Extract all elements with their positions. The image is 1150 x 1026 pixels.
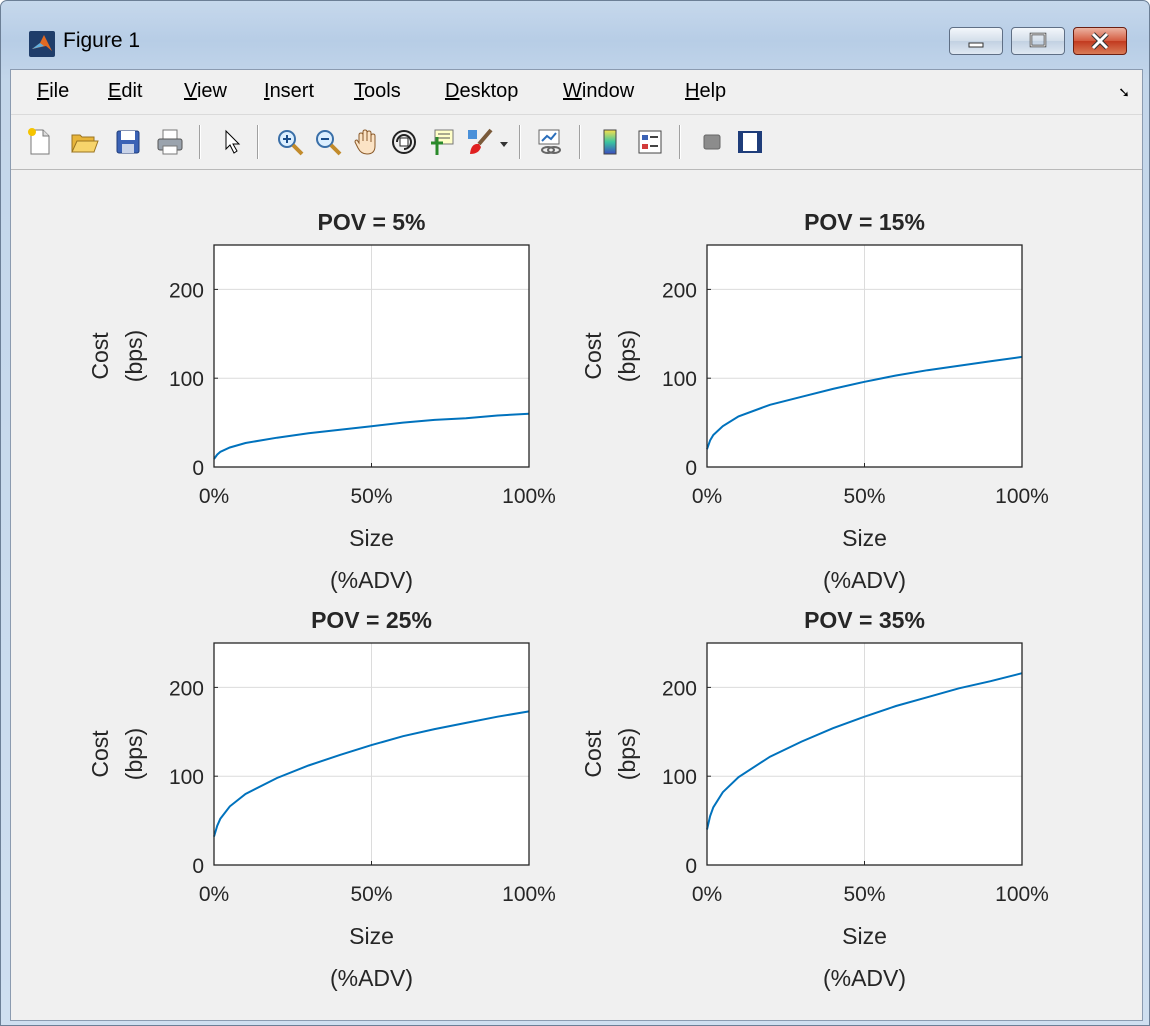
subplot-4-title: POV = 35% [804,607,925,633]
menu-bar: File Edit View Insert Tools Desktop Wind… [11,70,1142,114]
new-figure-icon[interactable] [25,127,55,157]
dock-arrow-icon[interactable]: ➘ [1118,84,1130,100]
subplot-2-x-axis-label-units: (%ADV) [823,567,906,593]
subplot-1-x-tick-label: 50% [350,485,392,508]
subplot-1-x-axis-label: Size [349,525,394,551]
maximize-button[interactable] [1011,27,1065,55]
subplot-1-y-axis-label-units: (bps) [121,330,147,382]
subplot-2-x-tick-label: 0% [692,485,722,508]
subplot-1-y-tick-label: 0 [192,457,204,480]
toolbar-separator [199,125,201,159]
toolbar-separator [519,125,521,159]
subplot-1-x-tick-label: 0% [199,485,229,508]
window-title: Figure 1 [63,29,141,52]
subplot-1-series-line-1 [213,412,530,460]
figure-toolbar [11,114,1142,170]
close-button[interactable] [1073,27,1127,55]
subplot-1-y-tick-label: 100 [169,368,204,391]
subplot-2-x-tick-label: 50% [843,485,885,508]
subplot-3-x-tick-label: 50% [350,883,392,906]
subplot-4-x-tick-label: 0% [692,883,722,906]
data-cursor-icon[interactable] [427,127,457,157]
title-bar[interactable]: Figure 1 [1,1,1149,69]
figure-client-area: File Edit View Insert Tools Desktop Wind… [10,69,1143,1021]
subplot-1-y-axis-label: Cost [87,332,113,380]
pan-hand-icon[interactable] [351,127,381,157]
subplot-4-y-tick-label: 200 [662,677,697,700]
subplot-4-y-axis-label: Cost [580,730,606,778]
toolbar-separator [579,125,581,159]
toolbar-separator [679,125,681,159]
hide-plot-tools-icon[interactable] [697,127,727,157]
save-icon[interactable] [113,127,143,157]
link-plot-icon[interactable] [535,127,565,157]
subplot-1-y-tick-label: 200 [169,279,204,302]
subplot-2-x-tick-label: 100% [995,485,1049,508]
menu-file[interactable]: File [37,80,70,102]
subplot-3-x-axis-label-units: (%ADV) [330,965,413,991]
subplot-3-y-tick-label: 0 [192,855,204,878]
menu-view[interactable]: View [184,80,227,102]
subplot-1-x-axis-label-units: (%ADV) [330,567,413,593]
subplot-4-y-tick-label: 100 [662,766,697,789]
subplot-2-y-axis-label-units: (bps) [614,330,640,382]
menu-edit[interactable]: Edit [108,80,143,102]
subplot-3-y-tick-label: 100 [169,766,204,789]
subplot-4-series-line-1 [706,672,1023,830]
minimize-button[interactable] [949,27,1003,55]
zoom-out-icon[interactable] [313,127,343,157]
subplot-2-title: POV = 15% [804,209,925,235]
subplot-2-x-axis-label: Size [842,525,887,551]
subplot-4-y-tick-label: 0 [685,855,697,878]
subplot-2-y-tick-label: 200 [662,279,697,302]
show-plot-tools-icon[interactable] [735,127,765,157]
insert-legend-icon[interactable] [635,127,665,157]
subplot-2-series-line-1 [706,355,1023,450]
open-file-icon[interactable] [69,127,99,157]
subplot-4-x-tick-label: 50% [843,883,885,906]
menu-window[interactable]: Window [563,80,635,102]
figure-canvas[interactable]: 0% 50% 100% 0 100 200 POV = 5% Size (%ADV) Cost (b… [11,170,1142,1020]
close-icon [1091,32,1109,50]
menu-insert[interactable]: Insert [264,80,315,102]
edit-plot-pointer-icon[interactable] [217,127,247,157]
subplot-1-title: POV = 5% [317,209,425,235]
subplot-3-y-tick-label: 200 [169,677,204,700]
subplot-4-y-axis-label-units: (bps) [614,728,640,780]
matlab-logo-icon [29,31,55,57]
rotate-3d-icon[interactable] [389,127,419,157]
subplot-4-x-axis-label-units: (%ADV) [823,965,906,991]
brush-icon[interactable] [465,127,495,157]
subplot-3-y-axis-label: Cost [87,730,113,778]
subplot-2-y-tick-label: 0 [685,457,697,480]
subplot-3-series-line-1 [213,710,530,837]
toolbar-separator [257,125,259,159]
subplot-1-x-tick-label: 100% [502,485,556,508]
menu-tools[interactable]: Tools [354,80,401,102]
subplot-4-x-axis-label: Size [842,923,887,949]
menu-help[interactable]: Help [685,80,727,102]
subplot-3-x-tick-label: 100% [502,883,556,906]
subplot-2-y-axis-label: Cost [580,332,606,380]
brush-dropdown-icon[interactable] [499,139,509,149]
maximize-icon [1029,32,1047,48]
zoom-in-icon[interactable] [275,127,305,157]
menu-desktop[interactable]: Desktop [445,80,519,102]
subplot-3-x-tick-label: 0% [199,883,229,906]
subplot-3-title: POV = 25% [311,607,432,633]
subplot-4-x-tick-label: 100% [995,883,1049,906]
subplot-3-y-axis-label-units: (bps) [121,728,147,780]
subplot-3-x-axis-label: Size [349,923,394,949]
insert-colorbar-icon[interactable] [595,127,625,157]
subplot-2-y-tick-label: 100 [662,368,697,391]
minimize-icon [968,42,984,48]
print-icon[interactable] [155,127,185,157]
